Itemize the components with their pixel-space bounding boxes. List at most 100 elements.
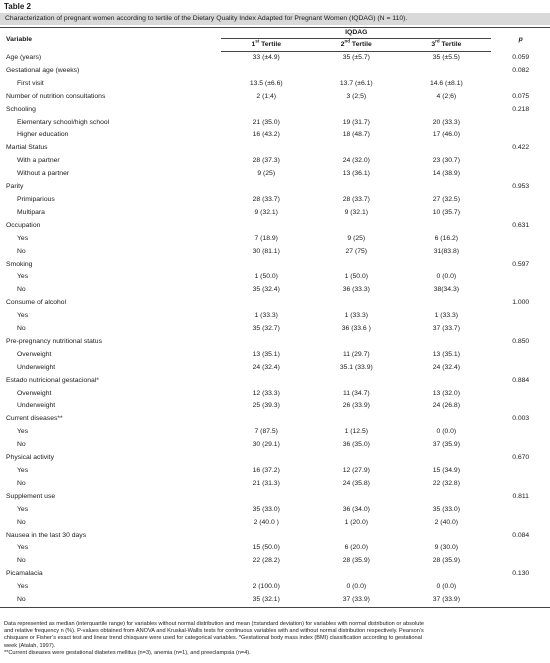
tertile-3-cell	[401, 220, 491, 233]
table-row: Multipara 9 (32.1) 9 (32.1) 10 (35.7)	[0, 207, 550, 220]
table-row: First visit 13.5 (±6.6) 13.7 (±6.1) 14.6 (±…	[0, 78, 550, 91]
table-row: No 30 (81.1) 27 (75) 31(83.8)	[0, 246, 550, 259]
p-value-cell	[491, 400, 550, 413]
table-row: Supplement use 0.811	[0, 491, 550, 504]
tertile-2-cell: 13 (36.1)	[342, 170, 370, 178]
p-value-cell: 0.850	[512, 337, 530, 345]
tertile-1-text: Tertile	[259, 41, 282, 48]
tertile-2-cell	[311, 65, 401, 78]
tertile-1-header: 1st Tertile	[221, 38, 312, 52]
table-row: Without a partner 9 (25) 13 (36.1) 14 (38.9…	[0, 168, 550, 181]
tertile-1-cell	[221, 297, 311, 310]
tertile-1-cell: 2 (40.0 )	[253, 518, 279, 526]
tertile-3-cell	[401, 104, 491, 117]
tertile-2-cell: 19 (31.7)	[342, 118, 370, 126]
p-value-cell: 0.422	[512, 144, 530, 152]
tertile-2-cell: 35 (±5.7)	[342, 54, 370, 61]
p-value-cell	[491, 271, 550, 284]
tertile-2-cell: 35.1 (33.9)	[339, 363, 373, 371]
tertile-1-cell: 30 (29.1)	[252, 441, 280, 449]
row-label: Yes	[17, 273, 29, 281]
row-label: Underweight	[17, 363, 56, 371]
p-value-cell: 0.084	[512, 531, 530, 539]
table-row: No 21 (31.3) 24 (35.8) 22 (32.8)	[0, 478, 550, 491]
row-label: No	[17, 441, 26, 449]
tertile-1-cell	[221, 181, 311, 194]
p-value-cell: 0.953	[512, 183, 530, 191]
table-footnotes: Data represented as median (interquartil…	[4, 621, 548, 657]
row-label: Yes	[17, 467, 29, 474]
table-row: Underweight 24 (32.4) 35.1 (33.9) 24 (32.4)	[0, 362, 550, 375]
tertile-2-cell: 9 (32.1)	[344, 208, 369, 216]
tertile-1-cell: 16 (37.2)	[252, 467, 280, 474]
row-label: Smoking	[6, 260, 33, 268]
row-label: Yes	[17, 312, 29, 320]
tertile-3-cell: 28 (35.9)	[432, 557, 460, 565]
p-value-cell	[491, 155, 550, 168]
tertile-1-cell	[221, 65, 311, 78]
tertile-1-cell: 28 (33.7)	[252, 195, 280, 203]
table-row: Yes 7 (18.9) 9 (25) 6 (16.2)	[0, 233, 550, 246]
p-value-cell	[491, 362, 550, 375]
row-label: With a partner	[17, 157, 60, 165]
row-label: Yes	[17, 583, 29, 591]
tertile-1-cell	[221, 530, 311, 543]
tertile-1-cell: 35 (32.7)	[252, 325, 280, 333]
table-row: Picamalacia 0.130	[0, 568, 550, 581]
tertile-1-cell: 33 (±4.9)	[252, 54, 280, 61]
table-row: No 35 (32.7) 36 (33.6 ) 37 (33.7)	[0, 323, 550, 336]
tertile-1-cell: 2 (100.0)	[252, 583, 280, 591]
table-row: Occupation 0.631	[0, 220, 550, 233]
tertile-2-cell: 36 (33.3)	[342, 286, 370, 294]
row-label: No	[17, 479, 26, 487]
tertile-2-cell: 12 (27.9)	[342, 467, 370, 474]
tertile-1-cell	[221, 220, 311, 233]
tertile-1-cell: 13 (35.1)	[252, 350, 280, 358]
tertile-3-cell	[401, 491, 491, 504]
p-value-cell: 0.670	[512, 454, 530, 462]
row-label: Gestational age (weeks)	[6, 66, 80, 74]
row-label: Number of nutrition consultations	[6, 92, 106, 100]
tertile-2-cell: 18 (48.7)	[342, 131, 370, 139]
table-row: Underweight 25 (39.3) 26 (33.9) 24 (26.8)	[0, 400, 550, 413]
p-value-cell	[491, 465, 550, 478]
row-label: Age (years)	[6, 53, 42, 61]
tertile-3-cell	[401, 65, 491, 78]
tertile-1-cell: 28 (37.3)	[252, 157, 280, 165]
tertile-3-cell: 27 (32.5)	[432, 195, 460, 203]
tertile-2-cell: 24 (35.8)	[342, 479, 370, 487]
row-label: Without a partner	[17, 170, 70, 178]
tertile-1-cell	[221, 104, 311, 117]
tertile-2-cell: 3 (2;5)	[346, 92, 367, 100]
p-value-cell	[491, 478, 550, 491]
tertile-2-cell	[311, 375, 401, 388]
row-label: No	[17, 518, 26, 526]
tertile-2-header: 2nd Tertile	[311, 38, 402, 52]
row-label: Nausea in the last 30 days	[6, 531, 87, 539]
footnote-line: Data represented as median (interquartil…	[4, 621, 425, 627]
table-row: Yes 2 (100.0) 0 (0.0) 0 (0.0)	[0, 581, 550, 594]
p-value-cell	[491, 246, 550, 259]
tertile-3-text: Tertile	[439, 41, 462, 48]
table-row: Elementary school/high school 21 (35.0) 19…	[0, 117, 550, 130]
tertile-3-cell	[401, 375, 491, 388]
tertile-2-cell: 37 (33.9)	[311, 594, 402, 608]
p-value-cell	[491, 78, 550, 91]
variable-header: Variable	[0, 27, 222, 52]
tertile-2-cell: 6 (20.0)	[344, 544, 369, 552]
table-row: Yes 16 (37.2) 12 (27.9) 15 (34.9)	[0, 465, 550, 478]
header-row-group: Variable IQDAG p	[0, 27, 550, 52]
tertile-2-cell	[311, 259, 401, 272]
tertile-2-text: Tertile	[350, 41, 372, 48]
p-value-cell: 0.130	[512, 570, 530, 578]
row-label: Elementary school/high school	[17, 118, 110, 126]
tertile-3-cell: 14.6 (±8.1)	[429, 79, 463, 87]
tertile-3-cell: 13 (35.1)	[432, 350, 460, 358]
tertile-1-cell: 30 (81.1)	[252, 247, 280, 255]
row-label: Yes	[17, 428, 29, 436]
tertile-1-cell: 35 (32.4)	[252, 286, 280, 294]
table-row: No 22 (28.2) 28 (35.9) 28 (35.9)	[0, 555, 550, 568]
tertile-3-cell: 31(83.8)	[433, 247, 460, 255]
tertile-2-cell: 26 (33.9)	[342, 402, 370, 410]
tertile-1-cell: 15 (50.0)	[252, 544, 280, 552]
